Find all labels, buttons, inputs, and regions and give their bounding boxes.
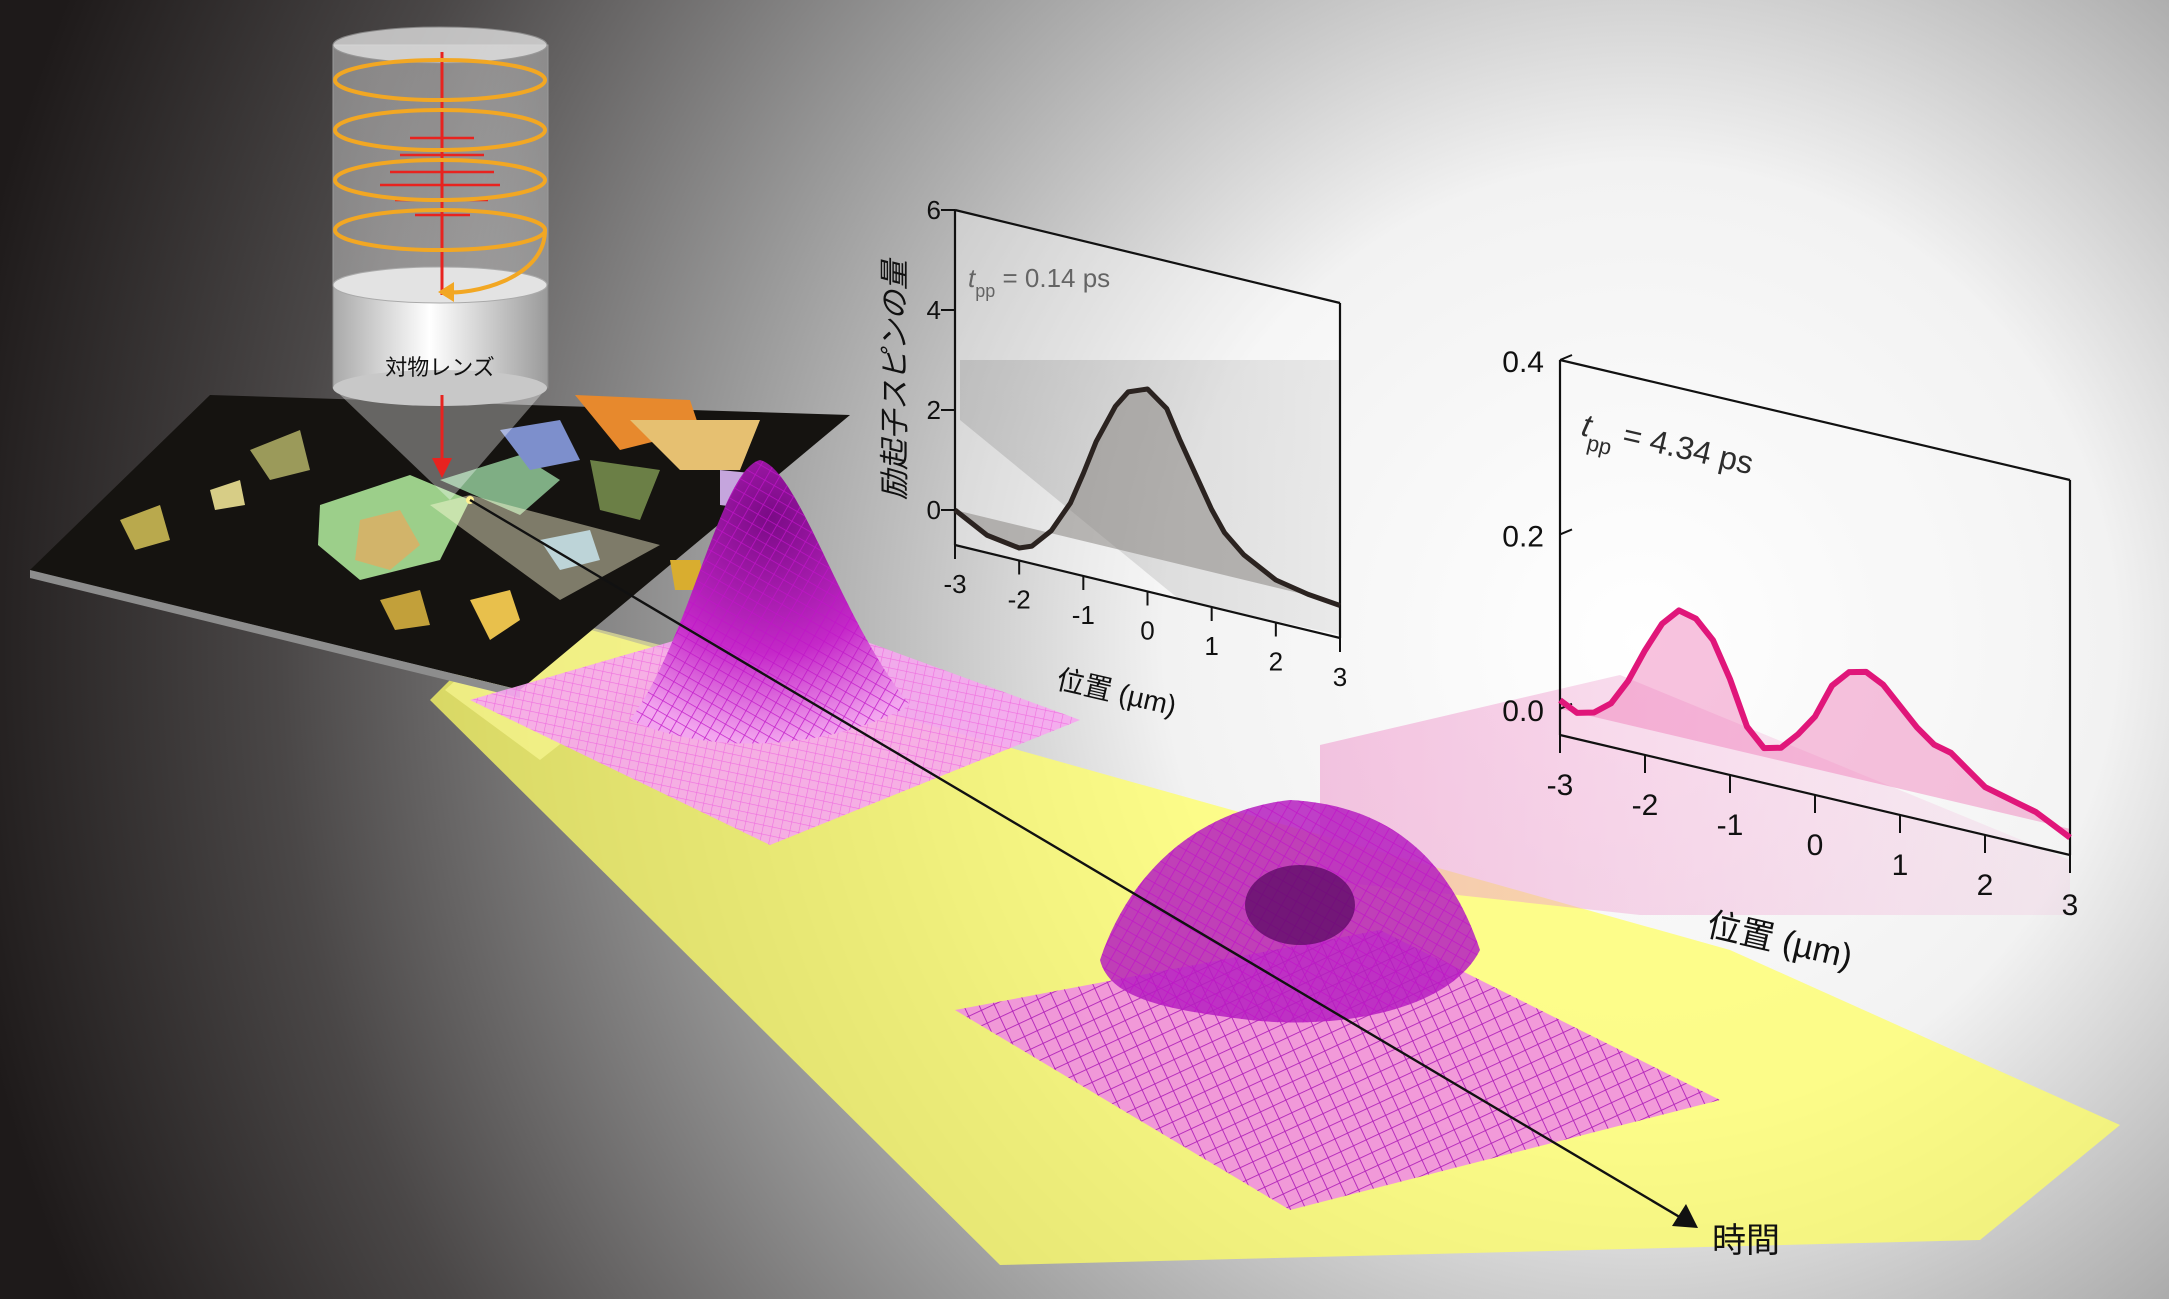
chart1-xtick-label: -3: [943, 569, 966, 599]
chart2-ytick-label: 0.0: [1502, 695, 1544, 728]
chart2-xtick-label: -1: [1717, 809, 1744, 842]
chart2-xtick-label: 2: [1977, 869, 1994, 902]
chart1-xtick-label: 1: [1204, 631, 1218, 661]
chart-late: tpp = 4.34 ps 位置 (µm) -3-2-101230.00.20.…: [1502, 346, 2078, 976]
laser-pulse: [380, 136, 500, 217]
surface-plot-early: [470, 460, 1080, 845]
chart2-xtick-label: -3: [1547, 769, 1574, 802]
objective-lens: 対物レンズ: [332, 26, 549, 478]
chart-late-t-sub: pp: [1585, 430, 1614, 460]
chart2-xtick-label: 0: [1807, 829, 1824, 862]
lens-label: 対物レンズ: [385, 355, 495, 380]
chart-early-t-symbol: t: [968, 263, 977, 293]
chart1-curve: [953, 386, 1341, 608]
chart1-ytick-label: 0: [927, 495, 941, 525]
chart-early-annotation: tpp = 0.14 ps: [968, 263, 1110, 301]
chart-early-t-sub: pp: [975, 281, 995, 301]
time-arrow-line: [469, 498, 1689, 1224]
chart1-ytick-label: 4: [927, 295, 941, 325]
chart2-ytick-label: 0.2: [1502, 520, 1544, 553]
chart1-ytick-label: 2: [927, 395, 941, 425]
chart2-xtick-label: -2: [1632, 789, 1659, 822]
chart1-xtick-label: -1: [1072, 600, 1095, 630]
chart2-xtick-label: 3: [2062, 889, 2079, 922]
time-axis-label: 時間: [1712, 1222, 1780, 1260]
light-cone: [335, 390, 545, 500]
chart-early-ylabel: 励起子スピンの量: [879, 257, 912, 500]
chart-early: 励起子スピンの量 tpp = 0.14 ps 位置 (µm) -3-2-1012…: [879, 195, 1347, 721]
chart1-xtick-label: -2: [1008, 585, 1031, 615]
chart-early-value: = 0.14 ps: [995, 263, 1110, 293]
chart2-area: [1560, 610, 2070, 838]
laser-arrow-icon: [432, 458, 452, 478]
chart1-xtick-label: 2: [1269, 647, 1283, 677]
time-arrow-icon: [1672, 1204, 1698, 1228]
chart2-ytick: [1559, 354, 1573, 361]
circular-polarization-helix: [333, 58, 547, 295]
chart1-frame-top: [954, 208, 1341, 305]
sample-plate: [30, 395, 850, 698]
chart2-panel: [1560, 360, 2070, 855]
surface-plot-late: [955, 800, 1720, 1210]
chart2-xtick-label: 1: [1892, 849, 1909, 882]
chart2-ytick: [1559, 528, 1573, 536]
chart2-frame-top: [1559, 358, 2071, 482]
chart1-area: [955, 389, 1340, 606]
chart1-ytick-label: 6: [927, 195, 941, 225]
chart1-xtick-label: 0: [1140, 616, 1154, 646]
chart2-ytick-label: 0.4: [1502, 346, 1544, 379]
helix-arrow-icon: [438, 282, 454, 302]
chart1-xtick-label: 3: [1333, 662, 1347, 692]
